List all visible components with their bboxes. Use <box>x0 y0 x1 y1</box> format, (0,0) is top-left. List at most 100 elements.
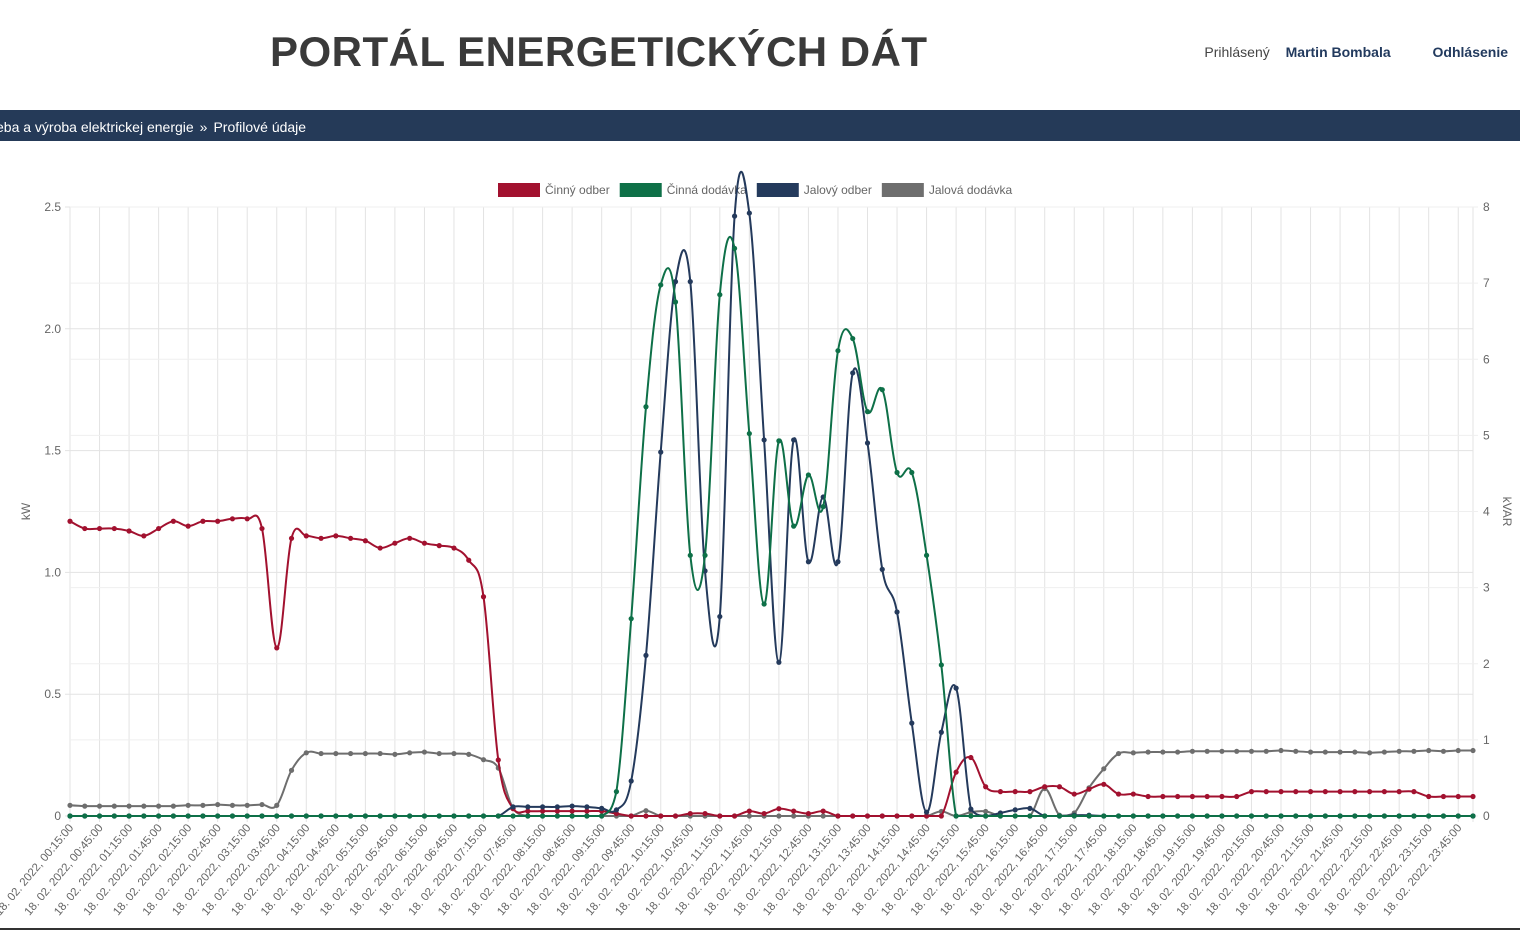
data-point <box>200 518 206 524</box>
data-point <box>1396 789 1402 795</box>
data-point <box>96 803 103 809</box>
data-point <box>1145 793 1151 800</box>
data-point <box>1160 813 1166 819</box>
data-point <box>658 449 664 455</box>
logout-link[interactable]: Odhlásenie <box>1432 44 1508 60</box>
data-point <box>1175 793 1181 800</box>
data-point <box>421 749 428 755</box>
data-point <box>864 440 871 446</box>
data-point <box>1012 789 1018 795</box>
data-point <box>1086 786 1092 792</box>
data-point <box>850 370 856 376</box>
data-point <box>850 335 856 342</box>
data-point <box>731 245 738 252</box>
legend-label: Činná dodávka <box>667 182 747 197</box>
data-point <box>1278 813 1284 819</box>
data-point <box>67 813 73 819</box>
data-point <box>436 543 442 549</box>
data-point <box>791 808 797 814</box>
data-point <box>480 757 487 763</box>
data-point <box>303 750 309 756</box>
data-point <box>1101 766 1107 772</box>
series-line <box>69 749 1474 818</box>
data-point <box>894 813 900 819</box>
data-point <box>613 789 620 795</box>
data-point <box>1426 747 1432 754</box>
data-point <box>392 813 398 819</box>
breadcrumb: eba a výroba elektrickej energie » Profilo… <box>0 119 306 135</box>
data-point <box>170 813 176 819</box>
data-point <box>1145 749 1151 755</box>
data-point <box>1440 813 1447 819</box>
data-point <box>643 813 649 819</box>
data-point <box>407 535 413 541</box>
data-point <box>1426 793 1432 800</box>
data-point <box>1115 750 1122 757</box>
data-point <box>1027 805 1033 811</box>
data-point <box>156 813 162 819</box>
breadcrumb-item-consumption[interactable]: eba a výroba elektrickej energie <box>0 119 194 135</box>
series-line <box>69 514 1473 818</box>
data-point <box>170 803 176 809</box>
data-point <box>510 813 516 819</box>
data-point <box>1071 813 1077 819</box>
data-point <box>702 552 708 558</box>
data-point <box>288 767 295 773</box>
y2-tick-label: 3 <box>1483 581 1490 595</box>
data-point <box>1263 789 1269 795</box>
data-point <box>436 813 442 819</box>
data-point <box>1204 813 1210 819</box>
data-point <box>569 808 575 814</box>
data-point <box>687 552 693 558</box>
data-point <box>525 804 531 810</box>
data-point <box>1411 748 1417 754</box>
y-tick-label: 1.0 <box>44 565 61 579</box>
data-point <box>525 813 531 819</box>
page-title: PORTÁL ENERGETICKÝCH DÁT <box>270 28 928 75</box>
data-point <box>156 803 162 809</box>
y-tick-label: 0 <box>54 809 61 823</box>
data-point <box>909 720 915 726</box>
data-point <box>451 813 457 819</box>
data-point <box>185 813 191 819</box>
data-point <box>968 754 974 761</box>
data-point <box>1101 813 1107 819</box>
data-point <box>510 804 516 810</box>
data-point <box>229 516 236 522</box>
data-point <box>362 813 368 819</box>
y-tick-label: 0.5 <box>44 687 61 701</box>
data-point <box>805 810 812 817</box>
data-point <box>584 813 590 819</box>
data-point <box>1293 748 1299 754</box>
user-name-link[interactable]: Martin Bombala <box>1285 44 1391 60</box>
data-point <box>1219 748 1225 754</box>
user-bar: Prihlásený Martin Bombala Odhlásenie <box>1204 44 1508 60</box>
data-point <box>1396 748 1402 754</box>
data-point <box>96 525 103 532</box>
data-point <box>333 750 339 757</box>
data-point <box>495 813 501 819</box>
data-point <box>436 750 442 757</box>
data-point <box>997 789 1004 795</box>
data-point <box>923 552 930 558</box>
data-point <box>1189 813 1195 819</box>
data-point <box>761 810 767 817</box>
data-point <box>1396 813 1402 819</box>
data-point <box>1160 749 1166 755</box>
data-point <box>953 813 959 819</box>
breadcrumb-item-profile-data[interactable]: Profilové údaje <box>213 119 307 135</box>
series-3 <box>67 170 1476 819</box>
data-point <box>761 437 767 443</box>
data-point <box>776 438 782 444</box>
data-point <box>1352 789 1358 795</box>
data-point <box>968 813 974 819</box>
data-point <box>599 813 605 819</box>
data-point <box>599 805 605 811</box>
data-point <box>495 757 501 763</box>
data-point <box>244 516 250 522</box>
data-point <box>1470 747 1476 754</box>
data-point <box>1086 813 1092 819</box>
data-point <box>1130 750 1136 756</box>
data-point <box>1234 813 1240 819</box>
data-point <box>229 802 236 808</box>
